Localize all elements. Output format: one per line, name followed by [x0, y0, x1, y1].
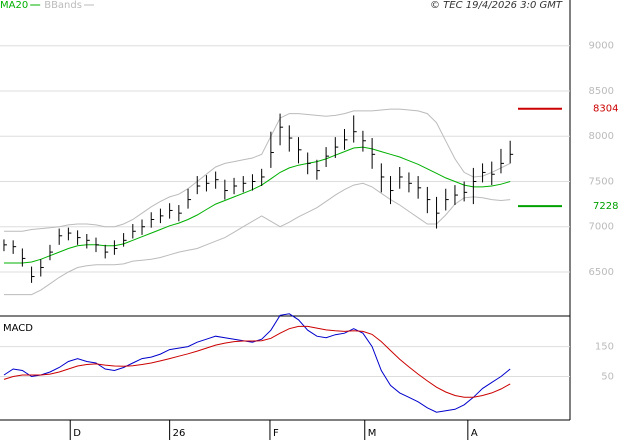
source-note: © TEC 19/4/2026 3:0 GMT	[430, 0, 563, 11]
legend-label: BBands	[44, 0, 82, 11]
ma-line	[4, 146, 511, 264]
level-label: 7228	[593, 201, 618, 212]
y-tick-label: 8000	[589, 131, 614, 142]
x-tick-label: M	[368, 428, 377, 439]
macd-line	[3, 325, 511, 398]
y-tick-label: 7000	[589, 222, 614, 233]
x-tick-label: D	[73, 428, 81, 439]
legend-label: MA20	[0, 0, 28, 11]
y-tick-label: 9000	[589, 41, 614, 52]
band-upper	[4, 108, 511, 232]
panel-title: MACD	[3, 323, 33, 334]
macd-line	[3, 313, 511, 413]
x-tick-label: A	[471, 428, 478, 439]
y-tick-label: 50	[601, 371, 614, 382]
y-tick-label: 150	[595, 342, 614, 353]
y-tick-label: 6500	[589, 267, 614, 278]
y-tick-label: 7500	[589, 176, 614, 187]
level-label: 8304	[593, 104, 618, 115]
y-tick-label: 8500	[589, 86, 614, 97]
x-tick-label: 26	[173, 428, 186, 439]
band-lower	[4, 182, 511, 296]
x-tick-label: F	[273, 428, 279, 439]
